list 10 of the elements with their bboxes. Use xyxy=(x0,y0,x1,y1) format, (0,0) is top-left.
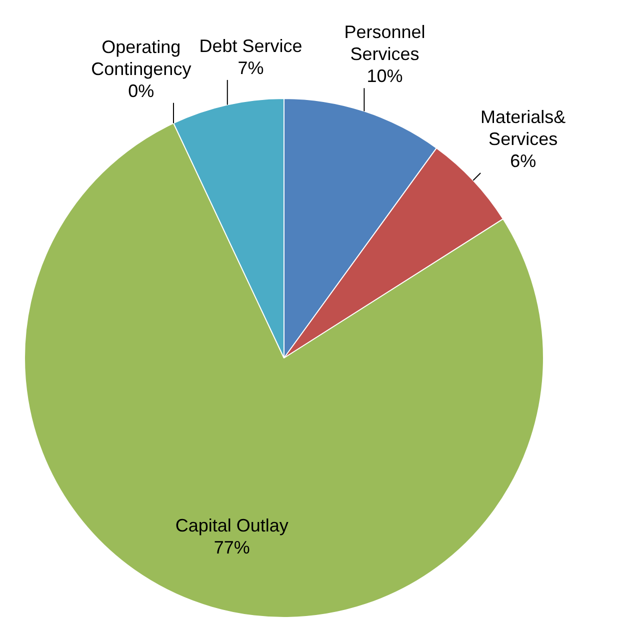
data-label: 6% xyxy=(510,150,536,171)
text: 0% xyxy=(128,80,154,101)
data-label: 77% xyxy=(214,537,250,558)
category-label: Operating Contingency xyxy=(91,36,192,79)
slice-label: Capital Outlay xyxy=(175,515,288,536)
data-label: 7% xyxy=(238,58,264,78)
slice-label: Personnel Services xyxy=(344,22,426,64)
slice-label: Debt Service xyxy=(199,36,302,56)
data-label: 10% xyxy=(366,66,403,86)
slice-label: Materials& Services xyxy=(480,106,566,149)
